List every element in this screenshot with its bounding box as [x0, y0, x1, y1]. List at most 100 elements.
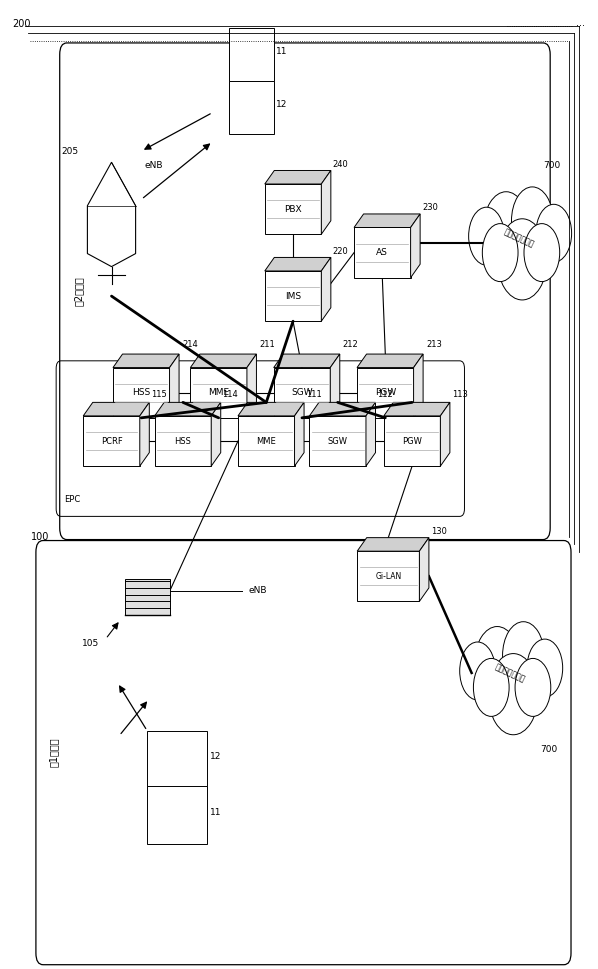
Polygon shape — [87, 162, 136, 266]
Polygon shape — [83, 416, 140, 466]
Polygon shape — [140, 402, 150, 466]
Polygon shape — [147, 731, 207, 789]
Polygon shape — [238, 416, 295, 466]
Circle shape — [511, 187, 553, 255]
Text: 700: 700 — [540, 745, 557, 755]
Text: 115: 115 — [151, 391, 167, 399]
Circle shape — [483, 224, 518, 282]
Text: 214: 214 — [182, 340, 198, 349]
Circle shape — [469, 207, 504, 266]
Polygon shape — [211, 402, 221, 466]
Text: PBX: PBX — [284, 204, 302, 213]
Polygon shape — [354, 214, 420, 228]
Polygon shape — [229, 28, 274, 81]
Polygon shape — [247, 354, 257, 418]
Polygon shape — [113, 354, 179, 367]
Text: 111: 111 — [306, 391, 322, 399]
Polygon shape — [357, 354, 423, 367]
Text: PGW: PGW — [375, 389, 396, 397]
Polygon shape — [147, 786, 207, 844]
Polygon shape — [321, 258, 331, 321]
Text: 220: 220 — [332, 246, 349, 256]
Text: MME: MME — [257, 436, 276, 446]
Polygon shape — [124, 579, 170, 615]
Polygon shape — [357, 538, 429, 551]
Text: SGW: SGW — [328, 436, 347, 446]
Polygon shape — [330, 354, 340, 418]
Circle shape — [536, 204, 572, 263]
Polygon shape — [155, 416, 211, 466]
Text: 212: 212 — [343, 340, 358, 349]
Text: 12: 12 — [210, 753, 221, 762]
Text: ...: ... — [576, 17, 585, 28]
Polygon shape — [411, 214, 420, 278]
Polygon shape — [229, 81, 274, 135]
Text: 114: 114 — [222, 391, 238, 399]
Polygon shape — [357, 367, 414, 418]
Circle shape — [474, 658, 509, 716]
Polygon shape — [265, 258, 331, 271]
Text: 12: 12 — [276, 100, 288, 109]
Text: IMS: IMS — [285, 292, 301, 300]
Text: 112: 112 — [377, 391, 393, 399]
FancyBboxPatch shape — [36, 541, 571, 965]
Text: HSS: HSS — [132, 389, 150, 397]
Polygon shape — [274, 354, 340, 367]
Text: PCRF: PCRF — [100, 436, 123, 446]
Circle shape — [502, 622, 544, 689]
Polygon shape — [419, 538, 429, 602]
Polygon shape — [366, 402, 376, 466]
Polygon shape — [321, 171, 331, 234]
Text: eNB: eNB — [248, 586, 267, 595]
Text: 240: 240 — [332, 160, 349, 169]
Polygon shape — [265, 171, 331, 184]
Text: 100: 100 — [31, 533, 50, 543]
Text: SGW: SGW — [291, 389, 313, 397]
Text: インターネット: インターネット — [503, 227, 536, 249]
Circle shape — [489, 653, 538, 735]
Polygon shape — [170, 354, 179, 418]
Text: 700: 700 — [543, 162, 560, 171]
Text: 105: 105 — [83, 640, 100, 648]
Polygon shape — [309, 402, 376, 416]
Text: EPC: EPC — [64, 495, 80, 504]
Text: 130: 130 — [431, 527, 447, 536]
Circle shape — [527, 640, 563, 697]
Polygon shape — [384, 402, 450, 416]
Text: 113: 113 — [451, 391, 468, 399]
Text: 第2通信網: 第2通信網 — [74, 276, 84, 306]
Polygon shape — [113, 367, 170, 418]
Polygon shape — [440, 402, 450, 466]
Polygon shape — [265, 184, 321, 234]
Polygon shape — [83, 402, 150, 416]
Text: HSS: HSS — [175, 436, 191, 446]
FancyBboxPatch shape — [60, 43, 550, 540]
Polygon shape — [384, 416, 440, 466]
Polygon shape — [155, 402, 221, 416]
Circle shape — [497, 219, 547, 300]
Polygon shape — [190, 367, 247, 418]
Text: 200: 200 — [12, 18, 30, 29]
Polygon shape — [354, 228, 411, 278]
Text: 第1通信網: 第1通信網 — [49, 737, 59, 767]
Polygon shape — [357, 551, 419, 602]
Text: 11: 11 — [210, 807, 221, 817]
Polygon shape — [238, 402, 304, 416]
Polygon shape — [265, 271, 321, 321]
Circle shape — [460, 642, 495, 700]
Text: AS: AS — [376, 248, 388, 257]
Text: MME: MME — [208, 389, 229, 397]
Polygon shape — [190, 354, 257, 367]
Text: インターネット: インターネット — [494, 662, 527, 684]
Circle shape — [524, 224, 560, 282]
Text: Gi-LAN: Gi-LAN — [375, 572, 401, 580]
Polygon shape — [414, 354, 423, 418]
Circle shape — [515, 658, 551, 716]
Text: 205: 205 — [62, 147, 79, 156]
Polygon shape — [274, 367, 330, 418]
Polygon shape — [295, 402, 304, 466]
Text: eNB: eNB — [144, 162, 163, 171]
Text: 211: 211 — [260, 340, 275, 349]
Text: PGW: PGW — [402, 436, 422, 446]
Polygon shape — [309, 416, 366, 466]
